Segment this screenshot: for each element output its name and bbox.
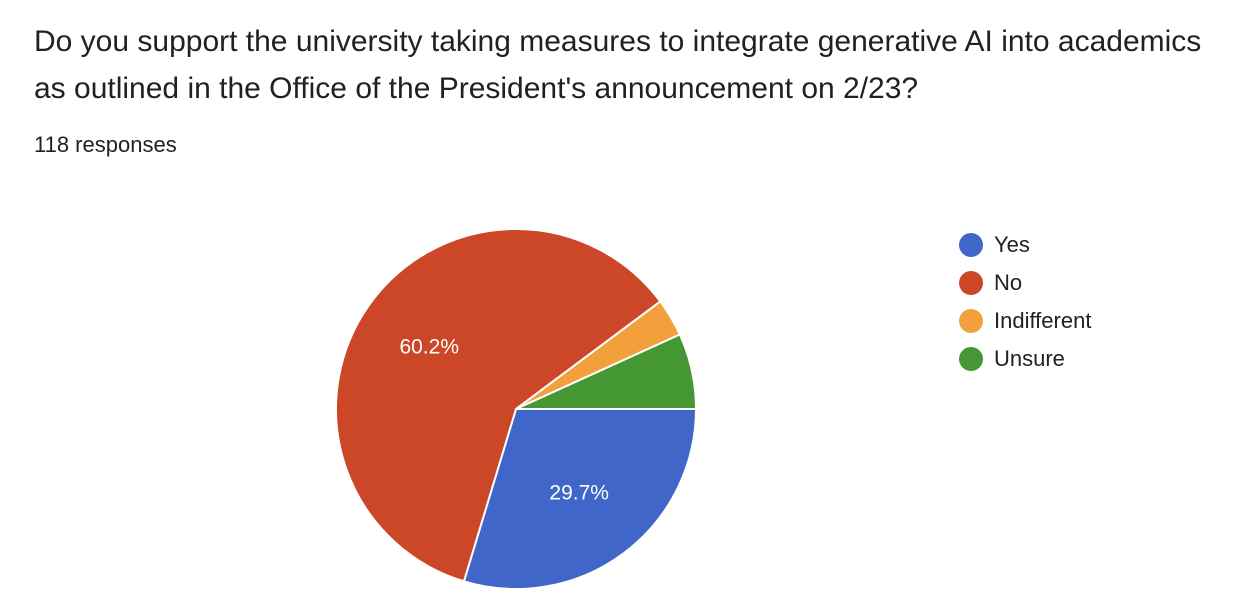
pie-label-yes: 29.7% xyxy=(549,482,609,505)
legend-label: Unsure xyxy=(994,346,1065,371)
pie-slice-yes[interactable] xyxy=(462,408,697,591)
legend-item-no[interactable]: No xyxy=(959,264,1091,302)
legend-swatch-icon xyxy=(959,271,983,295)
chart-legend: Yes No Indifferent Unsure xyxy=(959,226,1091,378)
legend-swatch-icon xyxy=(959,233,983,257)
legend-item-unsure[interactable]: Unsure xyxy=(959,340,1091,378)
legend-label: No xyxy=(994,270,1023,295)
response-count: 118 responses xyxy=(34,132,177,157)
question-title: Do you support the university taking mea… xyxy=(34,25,1202,105)
legend-item-yes[interactable]: Yes xyxy=(959,226,1091,264)
legend-label: Indifferent xyxy=(994,308,1092,333)
pie-slices xyxy=(335,228,697,591)
pie-label-no: 60.2% xyxy=(399,336,459,359)
pie-slice-no[interactable] xyxy=(335,228,662,583)
legend-swatch-icon xyxy=(959,347,983,371)
legend-swatch-icon xyxy=(959,309,983,333)
legend-item-indifferent[interactable]: Indifferent xyxy=(959,302,1091,340)
legend-label: Yes xyxy=(994,232,1030,257)
pie-slice-labels: 29.7% 60.2% xyxy=(399,336,608,505)
pie-slice-unsure[interactable] xyxy=(515,333,697,410)
